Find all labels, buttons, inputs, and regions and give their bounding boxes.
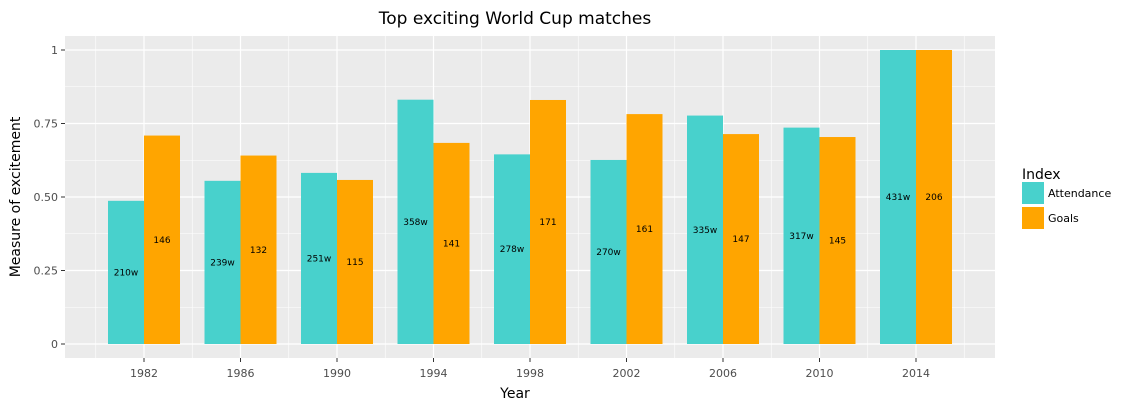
- x-tick-label: 1986: [227, 367, 255, 380]
- bar-value-label: 141: [443, 239, 460, 249]
- bar-value-label: 317w: [789, 232, 814, 242]
- bar-goals-1982: [144, 135, 180, 344]
- bar-attendance-1994: [397, 99, 434, 344]
- bar-value-label: 210w: [114, 268, 139, 278]
- bar-attendance-1986: [204, 180, 241, 344]
- bar-goals-1998: [530, 99, 566, 344]
- x-tick-label: 1982: [130, 367, 158, 380]
- bar-value-label: 335w: [693, 226, 718, 236]
- bar-goals-2010: [819, 137, 856, 344]
- bar-labels: 210w 239w 251w 358w 278w 270w 335w 317w 431w 146 1…: [114, 193, 943, 278]
- bar-attendance-2014: [880, 50, 916, 344]
- legend-title: Index: [1022, 167, 1061, 183]
- bar-attendance-2010: [783, 127, 820, 344]
- legend: Index Attendance Goals: [1022, 167, 1111, 229]
- legend-label-goals: Goals: [1048, 212, 1079, 225]
- y-axis-title: Measure of excitement: [8, 116, 24, 277]
- legend-label-attendance: Attendance: [1048, 187, 1111, 200]
- bar-attendance-2002: [590, 159, 627, 344]
- bar-value-label: 146: [153, 236, 170, 246]
- x-tick-label: 1994: [420, 367, 448, 380]
- bar-goals-2014: [916, 50, 952, 344]
- bar-attendance-1982: [108, 200, 144, 344]
- y-tick-label: 0.25: [34, 265, 59, 278]
- bar-value-label: 206: [925, 193, 942, 203]
- y-tick-label: 0: [51, 338, 58, 351]
- bar-value-label: 145: [829, 237, 846, 247]
- bar-goals-1994: [433, 142, 470, 344]
- x-tick-label: 1990: [323, 367, 351, 380]
- bar-value-label: 161: [636, 225, 653, 235]
- bars: [108, 50, 952, 344]
- bar-value-label: 171: [539, 218, 556, 228]
- x-tick-label: 1998: [516, 367, 544, 380]
- bar-value-label: 115: [346, 258, 363, 268]
- x-tick-label: 2010: [806, 367, 834, 380]
- x-axis-title: Year: [499, 386, 530, 402]
- bar-attendance-1998: [494, 154, 530, 344]
- y-tick-label: 0.50: [34, 191, 59, 204]
- bar-value-label: 239w: [210, 258, 235, 268]
- bar-attendance-1990: [301, 172, 337, 344]
- y-tick-label: 1: [51, 44, 58, 57]
- x-tick-label: 2006: [709, 367, 737, 380]
- bar-value-label: 278w: [500, 245, 525, 255]
- bar-value-label: 251w: [307, 254, 332, 264]
- bar-value-label: 147: [732, 235, 749, 245]
- legend-swatch-goals: [1022, 207, 1044, 229]
- y-axis-ticks: 0 0.25 0.50 0.75 1: [34, 44, 65, 351]
- chart-title: Top exciting World Cup matches: [378, 9, 652, 29]
- legend-swatch-attendance: [1022, 182, 1044, 204]
- bar-goals-1990: [337, 179, 373, 344]
- bar-value-label: 270w: [596, 248, 621, 258]
- bar-goals-2002: [626, 114, 663, 344]
- bar-goals-2006: [723, 134, 759, 344]
- bar-value-label: 132: [250, 246, 267, 256]
- x-axis-ticks: 1982 1986 1990 1994 1998 2002 2006 2010 2014: [130, 358, 930, 380]
- x-tick-label: 2002: [613, 367, 641, 380]
- bar-value-label: 358w: [403, 218, 428, 228]
- y-tick-label: 0.75: [34, 118, 59, 131]
- bar-attendance-2006: [687, 115, 723, 344]
- bar-goals-1986: [240, 155, 277, 344]
- bar-value-label: 431w: [886, 193, 911, 203]
- x-tick-label: 2014: [902, 367, 930, 380]
